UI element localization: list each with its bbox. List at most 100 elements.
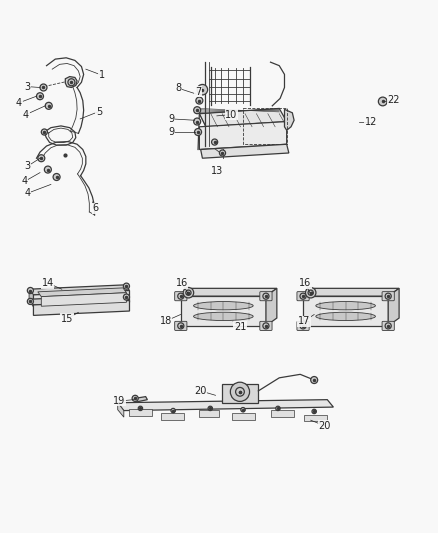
Polygon shape	[304, 415, 327, 422]
Circle shape	[385, 323, 391, 329]
Polygon shape	[41, 293, 127, 306]
Circle shape	[300, 293, 306, 299]
Text: 17: 17	[298, 316, 311, 326]
Text: 4: 4	[25, 188, 31, 198]
Circle shape	[208, 406, 212, 410]
Circle shape	[178, 293, 184, 299]
Text: 20: 20	[318, 421, 331, 431]
Circle shape	[27, 287, 33, 294]
Circle shape	[36, 93, 43, 100]
Text: 9: 9	[169, 127, 175, 137]
FancyBboxPatch shape	[260, 321, 272, 330]
Circle shape	[194, 118, 201, 125]
Text: 4: 4	[16, 98, 22, 108]
Text: 15: 15	[61, 314, 73, 324]
Ellipse shape	[316, 312, 375, 320]
Polygon shape	[118, 400, 333, 410]
Polygon shape	[199, 122, 287, 149]
Text: 14: 14	[42, 278, 54, 288]
Polygon shape	[29, 285, 130, 295]
Polygon shape	[272, 410, 294, 417]
Circle shape	[194, 107, 201, 114]
Circle shape	[40, 84, 47, 91]
Circle shape	[68, 79, 75, 86]
Circle shape	[186, 290, 191, 295]
Circle shape	[194, 128, 201, 135]
Text: 10: 10	[225, 110, 237, 119]
Text: 13: 13	[211, 166, 223, 176]
Text: 3: 3	[25, 82, 31, 92]
Circle shape	[312, 409, 316, 414]
Circle shape	[45, 102, 52, 109]
Text: 4: 4	[23, 110, 29, 119]
Polygon shape	[199, 108, 287, 127]
Polygon shape	[38, 288, 127, 297]
Circle shape	[241, 408, 245, 412]
Polygon shape	[232, 413, 255, 420]
Polygon shape	[285, 109, 294, 130]
Circle shape	[132, 395, 138, 401]
Circle shape	[230, 382, 250, 401]
Polygon shape	[135, 397, 148, 402]
Polygon shape	[181, 296, 266, 326]
Polygon shape	[199, 410, 219, 417]
Circle shape	[53, 174, 60, 181]
Ellipse shape	[194, 312, 253, 320]
Circle shape	[124, 283, 130, 289]
Text: 16: 16	[176, 278, 188, 288]
Circle shape	[212, 139, 218, 145]
Text: 6: 6	[93, 204, 99, 213]
Circle shape	[124, 294, 130, 300]
Ellipse shape	[194, 302, 253, 310]
Circle shape	[183, 287, 194, 298]
Ellipse shape	[316, 302, 375, 310]
Polygon shape	[33, 301, 130, 316]
Circle shape	[171, 408, 175, 413]
Polygon shape	[201, 144, 289, 158]
Circle shape	[197, 84, 208, 95]
FancyBboxPatch shape	[175, 292, 187, 301]
Polygon shape	[222, 384, 258, 403]
Circle shape	[196, 97, 203, 104]
Circle shape	[276, 406, 280, 410]
Text: 8: 8	[176, 83, 182, 93]
Text: 12: 12	[365, 117, 377, 126]
FancyBboxPatch shape	[297, 292, 309, 301]
Polygon shape	[29, 289, 33, 306]
Circle shape	[308, 290, 313, 295]
Circle shape	[41, 129, 47, 135]
Polygon shape	[33, 290, 130, 306]
FancyBboxPatch shape	[260, 292, 272, 301]
Text: 3: 3	[25, 161, 31, 171]
Text: 1: 1	[99, 70, 105, 80]
FancyBboxPatch shape	[382, 292, 394, 301]
Text: 21: 21	[234, 322, 246, 332]
FancyBboxPatch shape	[297, 321, 309, 330]
Polygon shape	[130, 409, 152, 416]
Text: 19: 19	[113, 396, 126, 406]
Polygon shape	[118, 403, 124, 417]
Circle shape	[38, 155, 45, 161]
Polygon shape	[303, 296, 388, 326]
Polygon shape	[65, 77, 77, 87]
Circle shape	[263, 323, 269, 329]
Polygon shape	[266, 288, 277, 326]
Text: 4: 4	[21, 176, 28, 187]
Circle shape	[378, 97, 387, 106]
FancyBboxPatch shape	[175, 321, 187, 330]
Circle shape	[311, 376, 318, 384]
Polygon shape	[303, 288, 399, 296]
Polygon shape	[29, 295, 130, 305]
Text: 18: 18	[159, 316, 172, 326]
Polygon shape	[181, 288, 277, 296]
Polygon shape	[161, 413, 184, 420]
FancyBboxPatch shape	[382, 321, 394, 330]
Circle shape	[236, 387, 244, 396]
Circle shape	[27, 298, 33, 304]
Circle shape	[385, 293, 391, 299]
Circle shape	[305, 287, 316, 298]
Circle shape	[219, 150, 226, 156]
Text: 5: 5	[96, 107, 102, 117]
Circle shape	[263, 293, 269, 299]
Circle shape	[178, 323, 184, 329]
